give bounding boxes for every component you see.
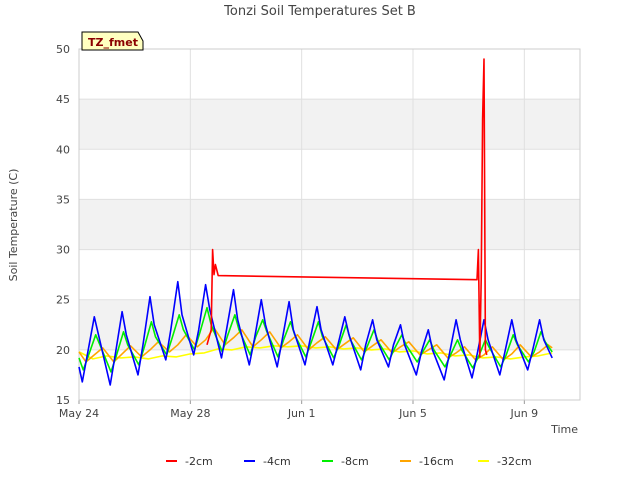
site-label-box: TZ_fmet — [81, 31, 144, 51]
series-line-minus-4cm — [78, 280, 553, 386]
site-label-background — [81, 31, 144, 51]
series-line-minus-32cm — [78, 345, 553, 360]
y-tick-label: 15 — [56, 394, 70, 407]
x-tick-label: Jun 1 — [287, 407, 316, 420]
y-tick-label: 35 — [56, 193, 70, 206]
series-layer — [78, 58, 553, 386]
background-band — [79, 99, 580, 150]
background-bands — [79, 99, 580, 350]
y-tick-labels: 15 20 25 30 35 40 45 50 — [56, 43, 70, 407]
background-band — [79, 199, 580, 250]
legend-label: -16cm — [419, 455, 454, 468]
chart-title: Tonzi Soil Temperatures Set B — [223, 4, 416, 19]
y-tick-label: 50 — [56, 43, 70, 56]
x-tick-label: Jun 9 — [509, 407, 538, 420]
x-tick-labels: May 24 May 28 Jun 1 Jun 5 Jun 9 — [59, 407, 538, 420]
legend-label: -4cm — [263, 455, 291, 468]
series-line-minus-2cm — [206, 58, 488, 358]
x-tick-label: Jun 5 — [398, 407, 427, 420]
y-tick-label: 30 — [56, 244, 70, 257]
y-tick-label: 25 — [56, 294, 70, 307]
y-tick-label: 40 — [56, 143, 70, 156]
x-tick-label: May 28 — [170, 407, 210, 420]
y-tick-label: 45 — [56, 93, 70, 106]
legend: -2cm -4cm -8cm -16cm -32cm — [166, 455, 532, 468]
plot-frame — [78, 48, 581, 401]
legend-label: -8cm — [341, 455, 369, 468]
y-tick-label: 20 — [56, 344, 70, 357]
y-axis-label: Soil Temperature (C) — [7, 169, 20, 282]
legend-label: -32cm — [497, 455, 532, 468]
x-tick-label: May 24 — [59, 407, 99, 420]
x-axis-label: Time — [550, 423, 578, 436]
site-label-text: TZ_fmet — [88, 36, 138, 49]
legend-label: -2cm — [185, 455, 213, 468]
